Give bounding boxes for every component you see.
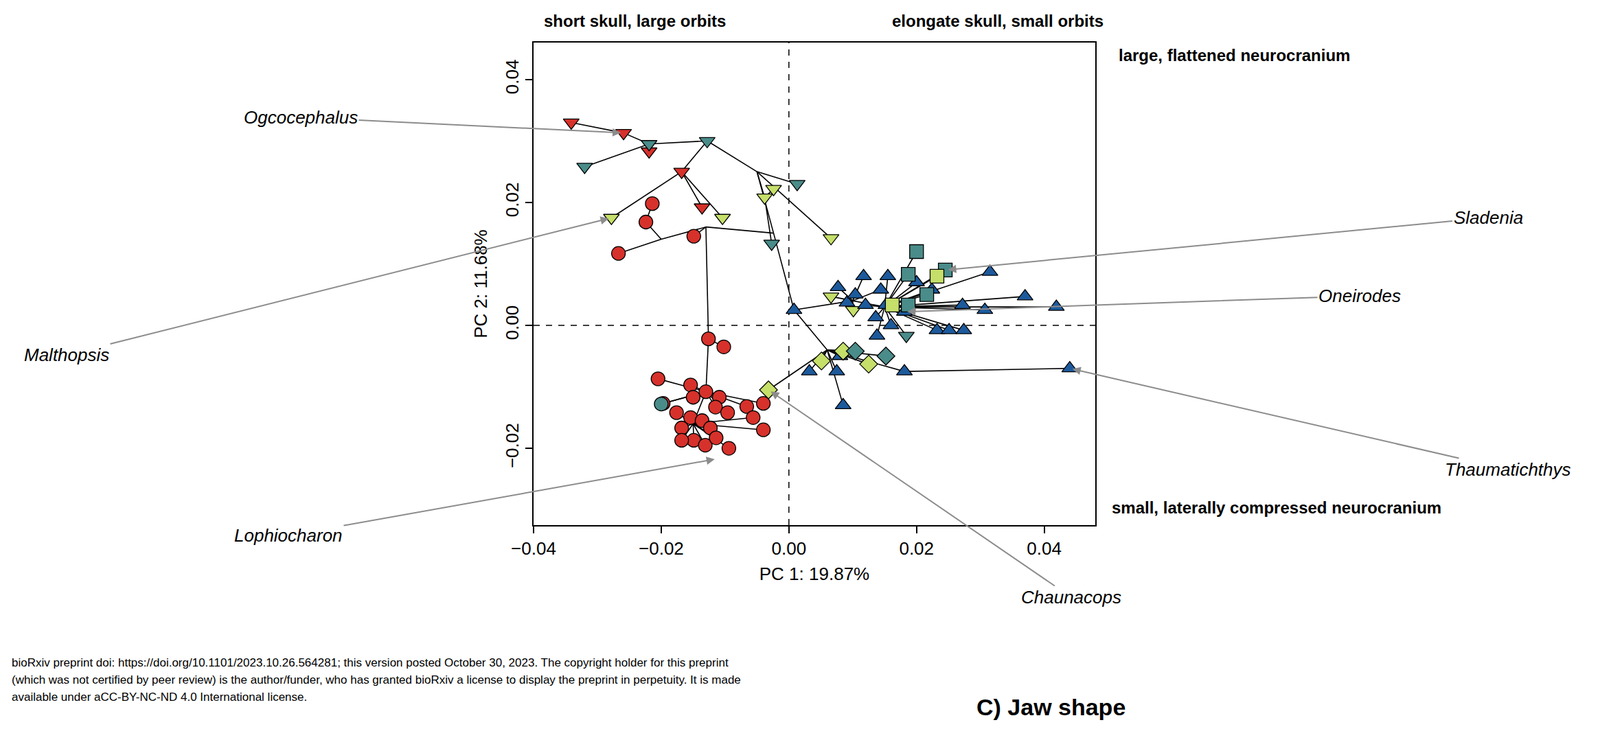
svg-text:C) Jaw shape: C) Jaw shape: [976, 694, 1126, 721]
svg-text:0.00: 0.00: [501, 305, 523, 341]
svg-text:bioRxiv preprint doi: https://: bioRxiv preprint doi: https://doi.org/10…: [11, 656, 729, 670]
svg-text:PC 2: 11.68%: PC 2: 11.68%: [470, 229, 491, 339]
svg-text:Chaunacops: Chaunacops: [1021, 587, 1122, 608]
svg-text:elongate skull, small orbits: elongate skull, small orbits: [892, 11, 1104, 31]
svg-text:Ogcocephalus: Ogcocephalus: [243, 107, 358, 128]
svg-text:short skull, large orbits: short skull, large orbits: [543, 11, 726, 31]
svg-text:0.02: 0.02: [501, 182, 523, 218]
svg-text:0.04: 0.04: [501, 59, 523, 95]
svg-text:0.00: 0.00: [771, 538, 807, 559]
svg-text:Malthopsis: Malthopsis: [24, 344, 110, 366]
svg-text:−0.02: −0.02: [501, 423, 523, 469]
svg-text:(which was not certified by pe: (which was not certified by peer review)…: [11, 673, 741, 687]
svg-text:0.04: 0.04: [1026, 538, 1062, 559]
svg-text:−0.02: −0.02: [638, 538, 684, 559]
svg-text:Thaumatichthys: Thaumatichthys: [1444, 459, 1572, 480]
svg-text:0.02: 0.02: [898, 538, 934, 559]
svg-text:Oneirodes: Oneirodes: [1318, 285, 1401, 307]
svg-text:PC 1: 19.87%: PC 1: 19.87%: [759, 563, 870, 585]
svg-text:available under aCC-BY-NC-ND 4: available under aCC-BY-NC-ND 4.0 Interna…: [11, 690, 307, 704]
svg-text:Sladenia: Sladenia: [1453, 207, 1524, 228]
svg-text:large, flattened neurocranium: large, flattened neurocranium: [1118, 46, 1351, 65]
svg-text:small, laterally compressed ne: small, laterally compressed neurocranium: [1111, 498, 1442, 518]
svg-text:−0.04: −0.04: [510, 538, 557, 559]
svg-text:Lophiocharon: Lophiocharon: [234, 525, 343, 546]
